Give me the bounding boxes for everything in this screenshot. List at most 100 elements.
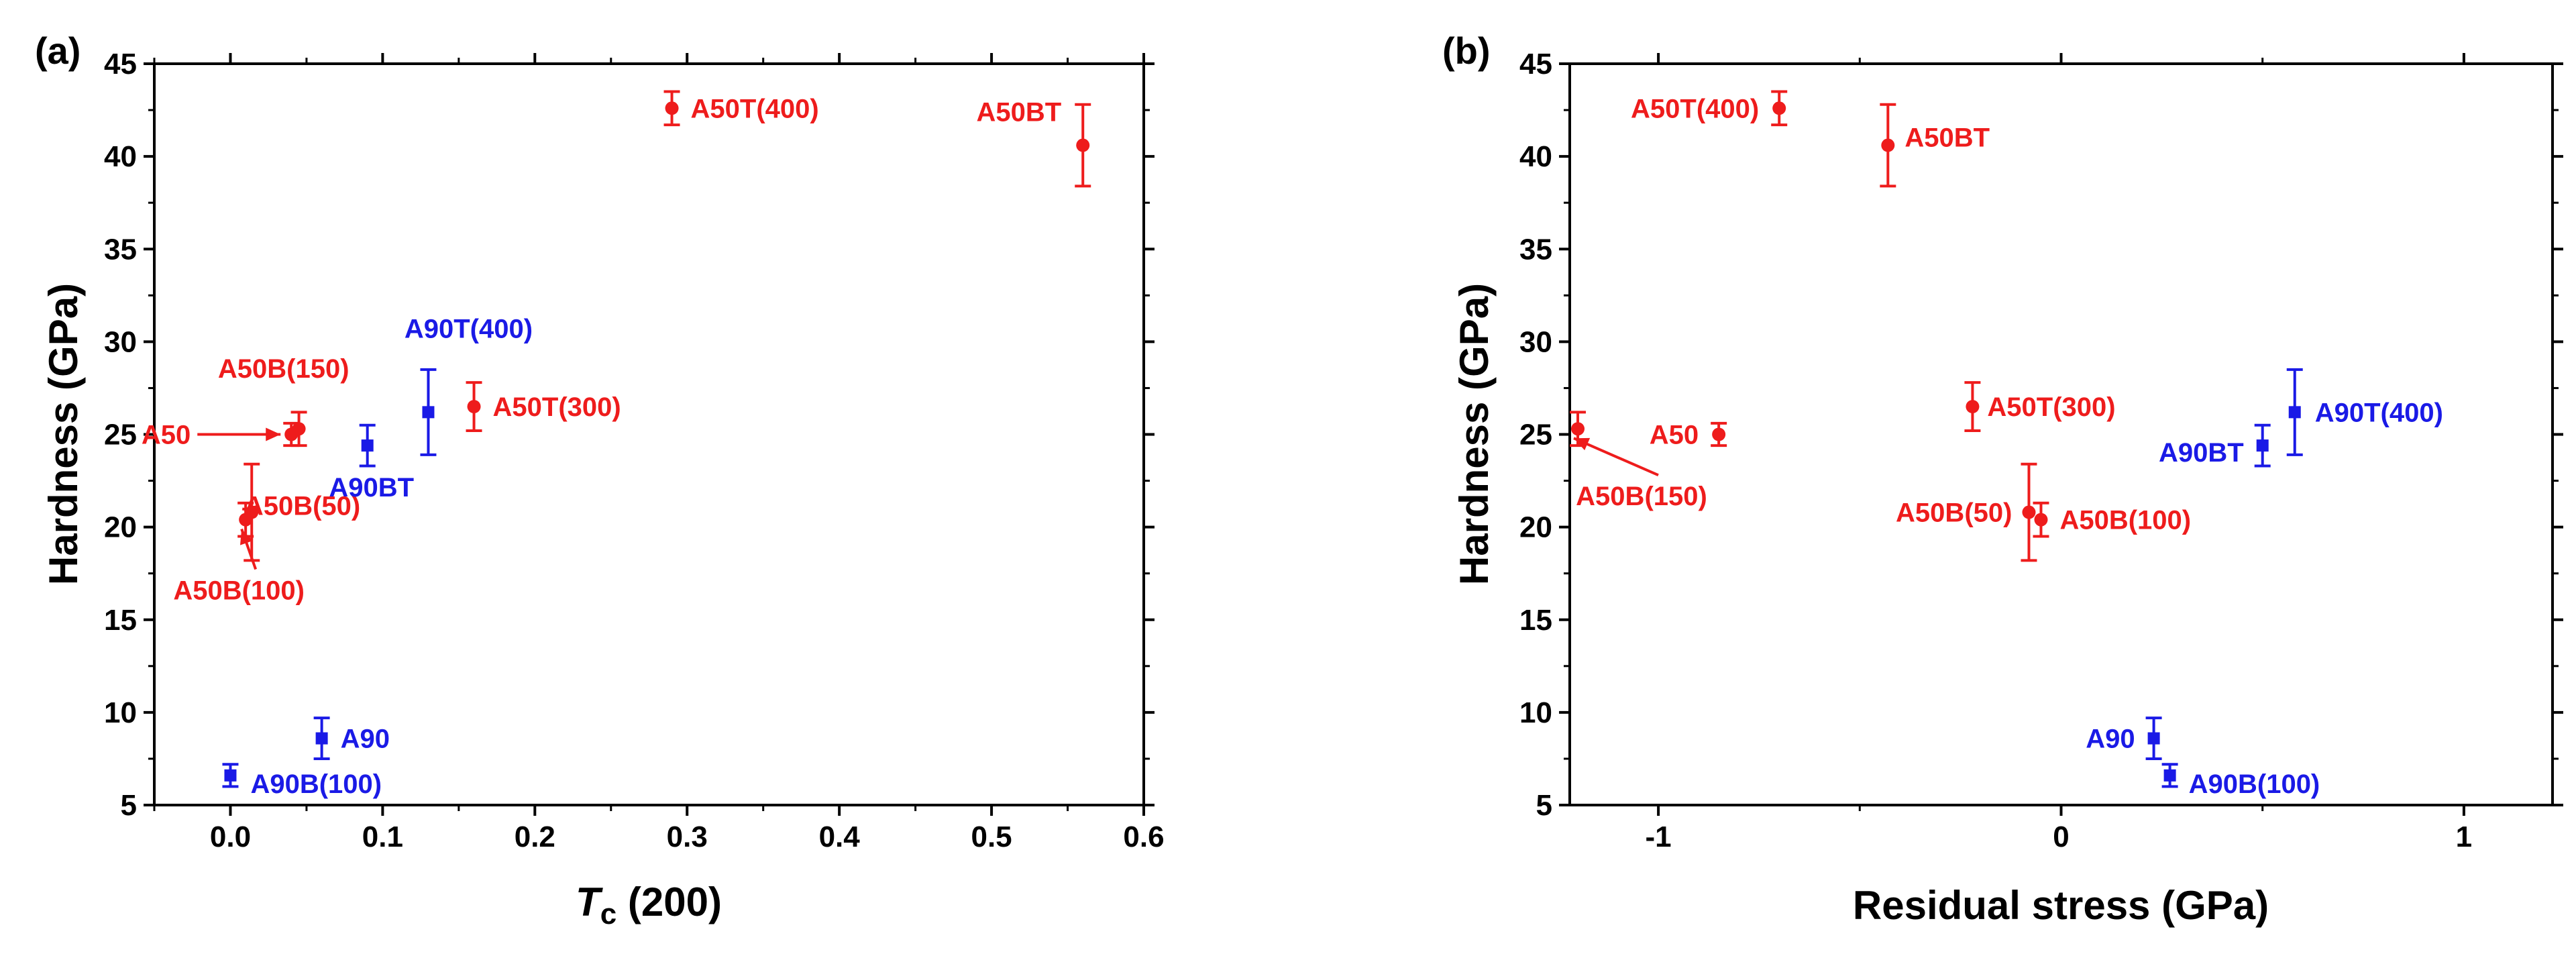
point-label-a90: A90 xyxy=(2086,725,2135,754)
point-label-a90b-100: A90B(100) xyxy=(250,770,382,799)
y-tick-label-a: 20 xyxy=(104,511,137,544)
point-label-a90t-400: A90T(400) xyxy=(405,314,533,343)
point-label-a50t-300: A50T(300) xyxy=(493,392,621,422)
data-point-a90bt xyxy=(2254,423,2271,468)
marker-circle xyxy=(467,400,481,414)
point-label-a90bt: A90BT xyxy=(329,473,414,502)
data-point-a90b-100 xyxy=(222,763,239,788)
marker-square xyxy=(2288,406,2301,419)
point-label-a50t-400: A50T(400) xyxy=(691,94,819,123)
x-tick-label-a: 0.5 xyxy=(971,820,1012,853)
marker-square xyxy=(361,439,374,452)
point-label-a50t-300: A50T(300) xyxy=(1987,392,2115,422)
y-tick-label-a: 10 xyxy=(104,696,137,729)
y-tick-label-a: 45 xyxy=(104,48,137,81)
x-tick-label-a: 0.1 xyxy=(362,820,403,853)
points-b xyxy=(1570,90,2303,788)
y-tick-label-a: 15 xyxy=(104,604,137,637)
point-label-a50b-50: A50B(50) xyxy=(1896,498,2012,528)
data-point-a90 xyxy=(313,717,330,760)
data-point-a50 xyxy=(283,421,300,447)
marker-circle xyxy=(1966,400,1980,414)
y-tick-label-b: 30 xyxy=(1519,325,1552,358)
data-point-a50 xyxy=(1711,421,1727,447)
data-point-a50b-100 xyxy=(2033,501,2049,538)
y-axis-title-b: Hardness (GPa) xyxy=(1452,283,1497,585)
point-label-a50t-400: A50T(400) xyxy=(1631,94,1759,123)
data-point-a50b-50 xyxy=(2021,462,2037,562)
point-label-a50b-150: A50B(150) xyxy=(218,354,350,384)
y-tick-label-a: 5 xyxy=(121,789,137,822)
y-tick-label-b: 20 xyxy=(1519,511,1552,544)
data-point-a90bt xyxy=(359,423,376,468)
x-tick-label-a: 0.3 xyxy=(667,820,708,853)
y-tick-label-a: 40 xyxy=(104,140,137,173)
marker-circle xyxy=(284,427,299,441)
annotations-b: A50T(400) A50BT A50T(300) A50 A50B(150) A50B(… xyxy=(1573,94,2443,799)
annotations-a: A50T(400) A50BT A50T(300) A50B(150) A50 A50B(… xyxy=(142,94,1061,799)
point-label-a50b-50: A50B(50) xyxy=(244,492,360,521)
marker-square xyxy=(315,732,328,745)
annotation-arrow-head xyxy=(239,529,253,545)
y-tick-label-b: 35 xyxy=(1519,233,1552,266)
point-label-a90b-100: A90B(100) xyxy=(2189,770,2320,799)
data-point-a50t-300 xyxy=(1964,381,1981,432)
point-label-a50b-100: A50B(100) xyxy=(173,576,305,606)
marker-circle xyxy=(665,101,679,115)
data-point-a50bt xyxy=(1075,103,1091,188)
annotation-arrow-head xyxy=(1574,437,1591,451)
marker-circle xyxy=(1881,138,1895,152)
y-tick-label-a: 35 xyxy=(104,233,137,266)
point-label-a90t-400: A90T(400) xyxy=(2315,398,2443,427)
x-tick-label-b: 1 xyxy=(2456,820,2472,853)
annotation-arrow-head xyxy=(266,427,281,441)
marker-square xyxy=(2256,439,2269,452)
panel-label-b: (b) xyxy=(1442,30,1491,72)
x-tick-label-a: 0.4 xyxy=(819,820,861,853)
point-label-a50: A50 xyxy=(142,421,191,450)
x-tick-label-a: 0.0 xyxy=(210,820,251,853)
x-axis-title-italic-a: T xyxy=(576,880,603,924)
marker-circle xyxy=(2034,513,2048,527)
point-label-a50bt: A50BT xyxy=(1904,123,1990,153)
y-axis-title-a: Hardness (GPa) xyxy=(41,283,86,585)
marker-circle xyxy=(239,513,253,527)
data-point-a50bt xyxy=(1880,103,1896,188)
data-point-a50t-300 xyxy=(466,381,482,432)
y-tick-label-b: 5 xyxy=(1536,789,1552,822)
marker-circle xyxy=(1712,427,1726,441)
panel-a: (a) 0.0 0.1 0.2 0.3 0.4 0.5 0.6 5 10 15 20 25 30 35 40… xyxy=(35,30,1165,931)
data-point-a90b-100 xyxy=(2161,763,2178,788)
y-tick-label-a: 30 xyxy=(104,325,137,358)
point-label-a90bt: A90BT xyxy=(2159,438,2244,468)
x-tick-label-b: -1 xyxy=(1646,820,1672,853)
data-point-a90 xyxy=(2145,717,2162,760)
y-tick-label-b: 15 xyxy=(1519,604,1552,637)
marker-circle xyxy=(2022,505,2036,519)
x-axis-title-rest-a: (200) xyxy=(616,880,722,924)
marker-circle xyxy=(1772,101,1786,115)
point-label-a50bt: A50BT xyxy=(977,98,1062,127)
point-label-a50b-150: A50B(150) xyxy=(1576,482,1707,511)
y-tick-label-a: 25 xyxy=(104,419,137,452)
marker-square xyxy=(224,769,237,782)
annotation-arrow-head xyxy=(242,505,258,519)
data-point-a90t-400 xyxy=(420,368,437,456)
y-tick-label-b: 45 xyxy=(1519,48,1552,81)
x-axis-title-sub-a: c xyxy=(600,898,616,931)
marker-circle xyxy=(1076,138,1090,152)
marker-square xyxy=(2147,732,2160,745)
annotation-arrow-line xyxy=(1573,437,1659,477)
point-label-a90: A90 xyxy=(341,725,390,754)
x-axis-title-b: Residual stress (GPa) xyxy=(1853,883,2269,928)
y-tick-label-b: 25 xyxy=(1519,419,1552,452)
marker-square xyxy=(422,406,435,419)
y-tick-label-b: 10 xyxy=(1519,696,1552,729)
marker-square xyxy=(2163,769,2176,782)
ticks-a: 0.0 0.1 0.2 0.3 0.4 0.5 0.6 5 10 15 20 25 30 35 40 45 xyxy=(104,48,1165,853)
x-tick-label-a: 0.2 xyxy=(515,820,555,853)
plot-frame-a xyxy=(153,62,1145,806)
point-label-a50: A50 xyxy=(1650,421,1699,450)
